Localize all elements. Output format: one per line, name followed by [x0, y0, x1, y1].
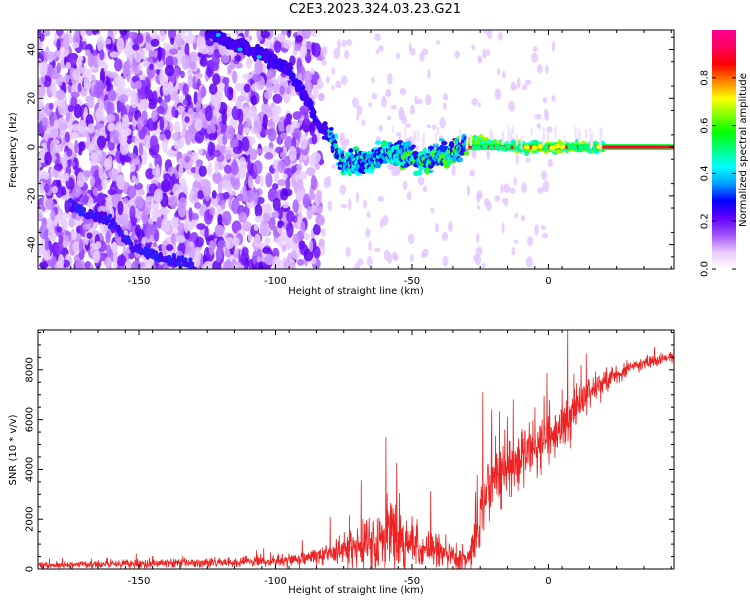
colorbar-gradient — [712, 30, 736, 269]
spectrogram-xtick-label: -150 — [128, 276, 151, 287]
snr-ytick-label: 2000 — [25, 506, 36, 531]
colorbar-tick-label: 0.2 — [700, 213, 711, 229]
spectrogram-ytick-label: 40 — [27, 43, 38, 56]
snr-xtick-label: 0 — [545, 576, 551, 587]
spectrogram-tone-band — [391, 125, 674, 151]
snr-xtick-label: -50 — [404, 576, 420, 587]
spectrogram-ytick-label: 20 — [27, 92, 38, 105]
colorbar-label: Normalized spectral amplitude — [738, 73, 749, 227]
colorbar-tick-label: 0.6 — [700, 118, 711, 134]
snr-data — [38, 330, 674, 569]
spectrogram-panel: -150 -100 -50 0 -40 -20 0 20 40 Height of straig… — [8, 29, 675, 297]
spectrogram-data — [38, 30, 674, 269]
snr-ticks: -150 -100 -50 0 0 2000 4000 6000 8000 — [25, 330, 674, 587]
snr-ytick-label: 4000 — [25, 457, 36, 482]
spectrogram-xtick-label: 0 — [545, 276, 551, 287]
colorbar-tick-label: 0.8 — [700, 70, 711, 86]
snr-ytick-label: 0 — [25, 566, 36, 572]
snr-xtick-label: -100 — [264, 576, 287, 587]
snr-xtick-label: -150 — [128, 576, 151, 587]
spectrogram-ylabel: Frequency (Hz) — [8, 112, 19, 188]
spectrogram-ytick-label: -40 — [27, 236, 38, 252]
colorbar-tick-label: 0.4 — [700, 165, 711, 181]
colorbar-tick-label: 0.0 — [700, 261, 711, 277]
spectrogram-ytick-label: -20 — [27, 188, 38, 204]
colorbar: 0.0 0.2 0.4 0.6 0.8 Normalized spectral ampl… — [700, 30, 749, 277]
colorbar-ticks: 0.0 0.2 0.4 0.6 0.8 — [700, 70, 736, 277]
chart-title: C2E3.2023.324.03.23.G21 — [288, 2, 462, 17]
spectrogram-frame — [37, 29, 675, 270]
spectrogram-xlabel: Height of straight line (km) — [288, 286, 424, 297]
snr-xlabel: Height of straight line (km) — [288, 585, 424, 596]
spectrogram-xtick-label: -50 — [404, 276, 420, 287]
snr-ytick-label: 6000 — [25, 407, 36, 432]
spectrogram-ytick-label: 0 — [27, 144, 38, 150]
spectrogram-xtick-label: -100 — [264, 276, 287, 287]
snr-frame — [37, 329, 675, 570]
snr-panel: -150 -100 -50 0 0 2000 4000 6000 8000 Height of … — [8, 329, 675, 596]
snr-ylabel: SNR (10 * v/v) — [8, 414, 19, 485]
snr-series-line — [38, 330, 674, 569]
snr-ytick-label: 8000 — [25, 357, 36, 382]
spectrogram-ticks: -150 -100 -50 0 -40 -20 0 20 40 — [27, 30, 674, 287]
